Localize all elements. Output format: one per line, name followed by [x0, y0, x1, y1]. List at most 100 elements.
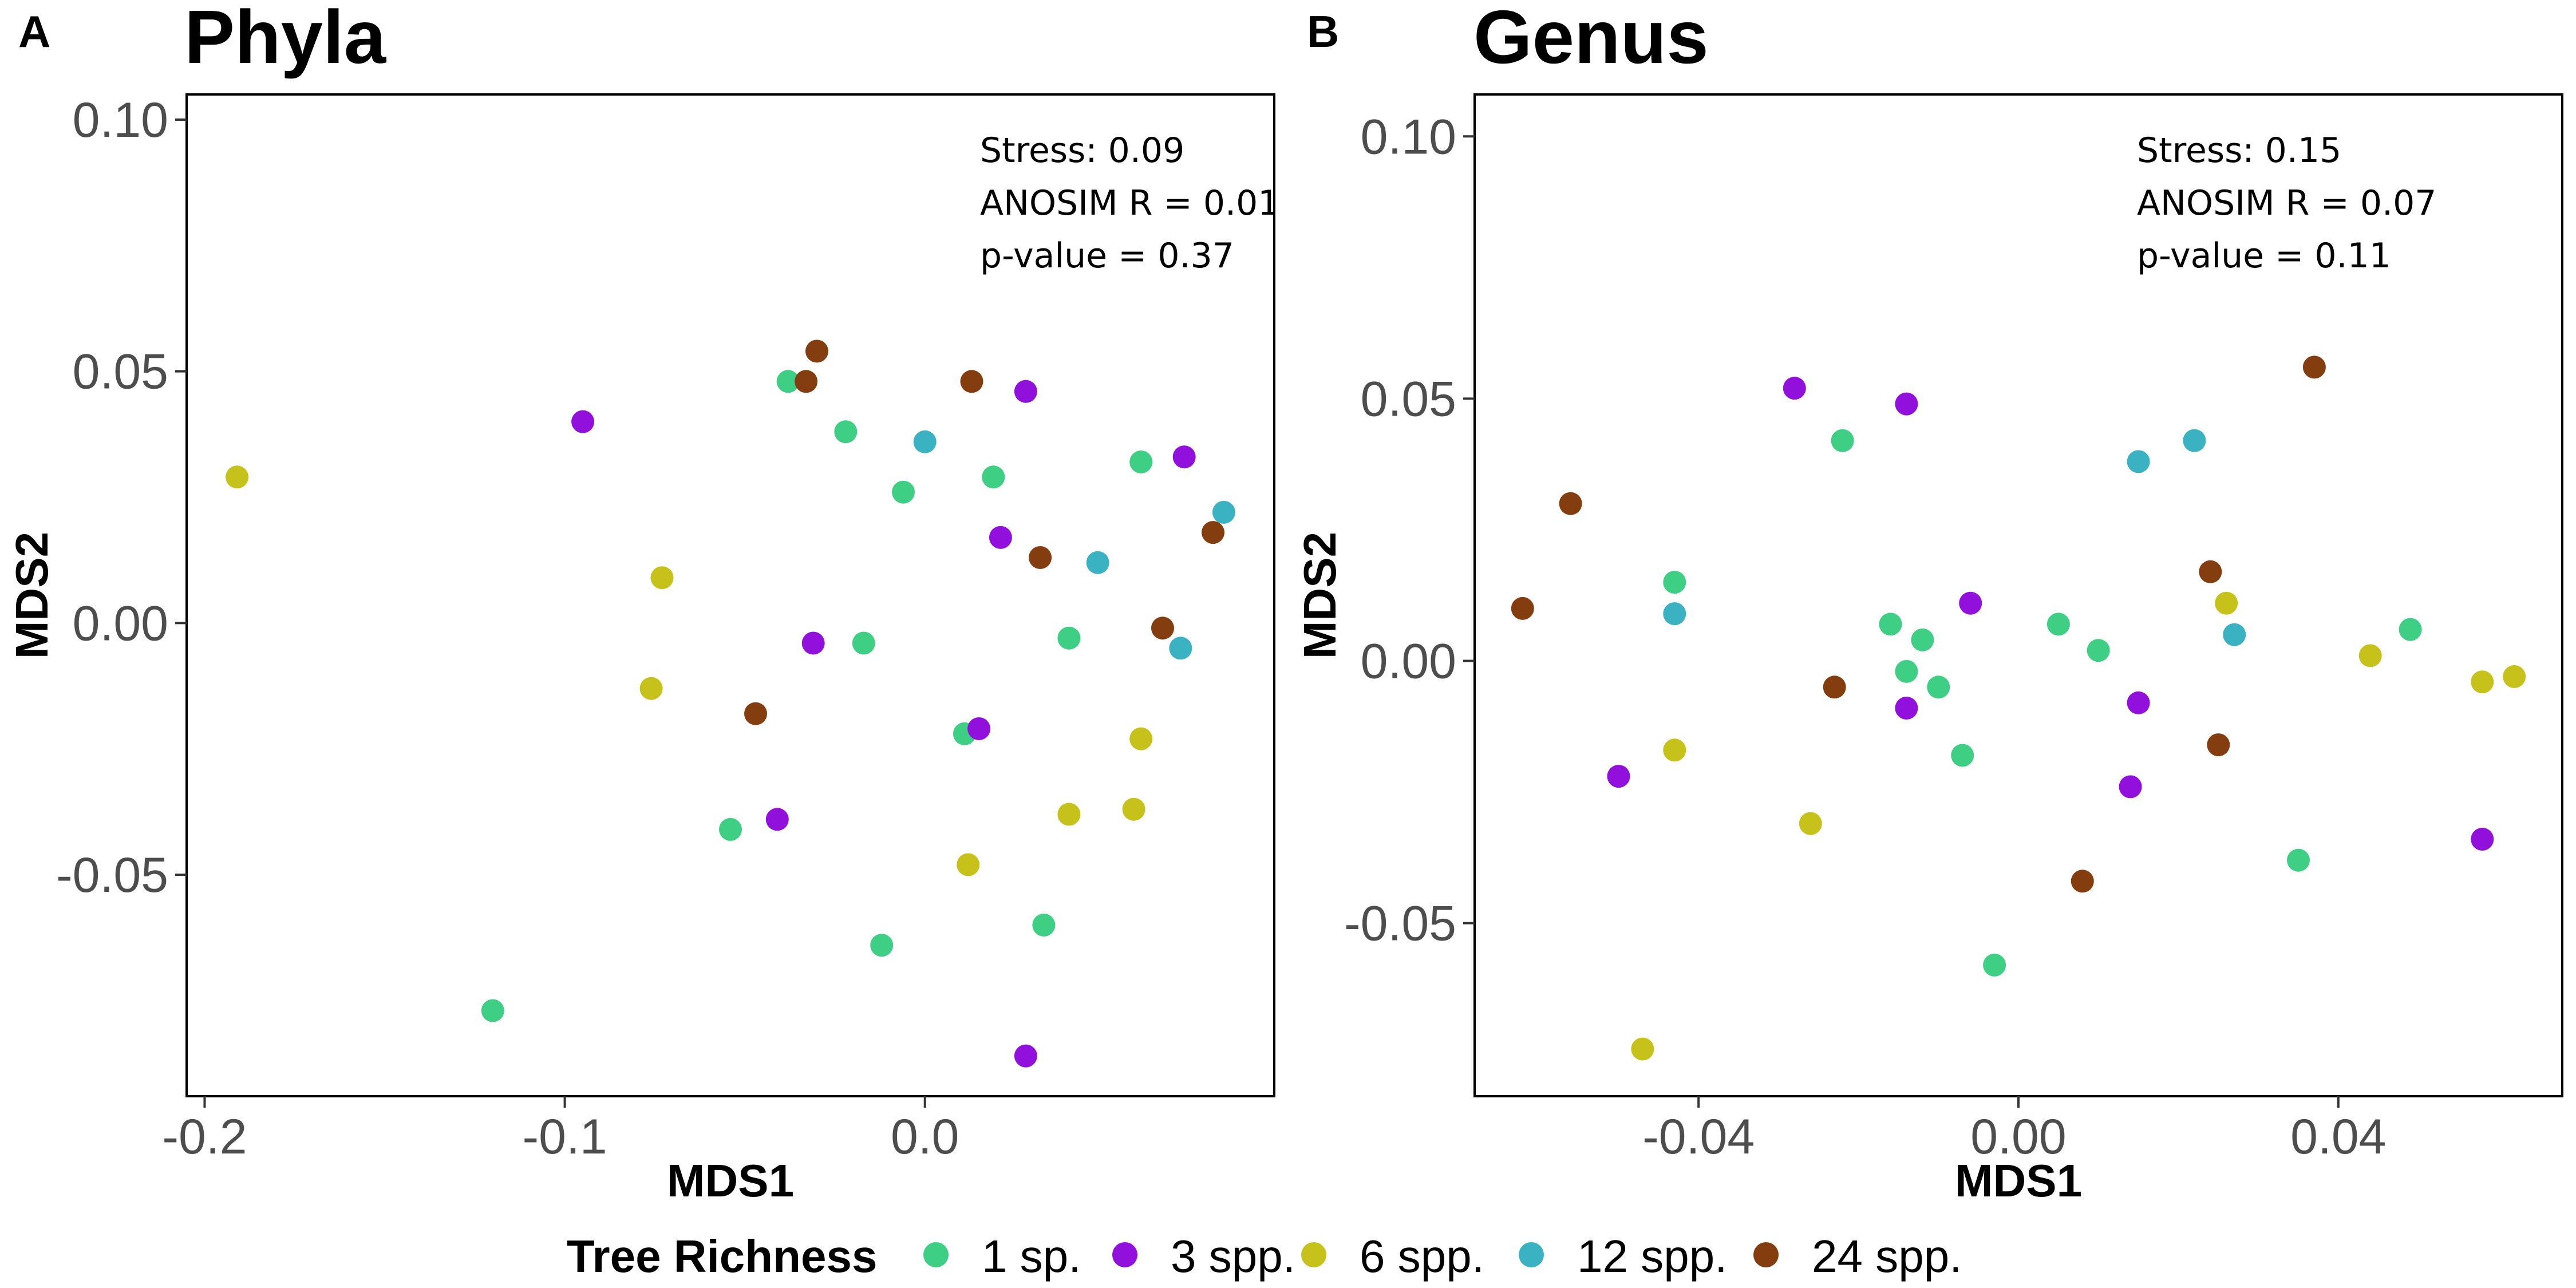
data-point — [795, 370, 818, 393]
points — [226, 339, 1235, 1068]
data-point — [1895, 392, 1918, 416]
data-point — [2087, 639, 2110, 662]
y-axis-title: MDS2 — [1294, 532, 1345, 659]
data-point — [1631, 1037, 1654, 1061]
x-axis-title: MDS1 — [1955, 1155, 2082, 1206]
x-tick-label: 0.00 — [1970, 1109, 2066, 1164]
data-point — [1212, 500, 1235, 524]
stat-line: ANOSIM R = 0.07 — [2137, 183, 2436, 223]
legend-label: 1 sp. — [982, 1231, 1081, 1282]
data-point — [892, 480, 915, 504]
plot-frame — [1473, 93, 2563, 1097]
data-point — [776, 370, 800, 393]
panel-title: Genus — [1473, 0, 1709, 79]
panel-letter: A — [18, 6, 50, 57]
data-point — [1607, 765, 1630, 788]
y-tick-label: 0.10 — [1361, 109, 1456, 164]
data-point — [765, 808, 789, 831]
data-point — [2471, 670, 2494, 694]
data-point — [1129, 451, 1153, 473]
data-point — [2287, 848, 2310, 872]
data-point — [571, 410, 595, 433]
y-tick-label: 0.05 — [73, 345, 168, 400]
stat-line: p-value = 0.11 — [2137, 236, 2391, 276]
data-point — [1511, 596, 1534, 620]
panel-letter: B — [1307, 6, 1339, 57]
data-point — [719, 817, 742, 841]
stat-line: Stress: 0.09 — [980, 131, 1184, 171]
legend-key — [1519, 1242, 1544, 1267]
legend-key — [1112, 1242, 1137, 1267]
stats-annotation: Stress: 0.09 ANOSIM R = 0.01 p-value = 0.3… — [980, 131, 1274, 276]
data-point — [989, 526, 1012, 549]
data-point — [2207, 733, 2230, 757]
panel-phyla: A Phyla -0.2 -0.1 0.0 0.10 0.05 0.00 -0.05 MDS1 MD… — [6, 0, 1275, 1206]
legend-item: 24 spp. — [1753, 1231, 1962, 1282]
data-point — [2223, 623, 2246, 646]
data-point — [1169, 637, 1192, 660]
data-point — [2358, 644, 2382, 667]
data-point — [1663, 738, 1686, 762]
data-point — [1895, 659, 1918, 683]
data-point — [2399, 618, 2422, 641]
data-point — [1202, 521, 1224, 544]
y-tick-label: -0.05 — [1344, 896, 1456, 951]
data-point — [2183, 429, 2206, 452]
y-tick-label: 0.05 — [1361, 372, 1456, 426]
data-point — [1559, 492, 1582, 515]
points — [1511, 355, 2526, 1061]
data-point — [1014, 380, 1037, 403]
legend-title: Tree Richness — [567, 1231, 878, 1282]
data-point — [1086, 551, 1109, 574]
legend-label: 12 spp. — [1577, 1231, 1727, 1282]
data-point — [960, 370, 983, 393]
x-tick-label: 0.04 — [2290, 1109, 2386, 1164]
data-point — [1951, 744, 1974, 767]
legend: Tree Richness 1 sp. 3 spp. 6 spp. 12 spp. 24 … — [567, 1231, 1962, 1282]
data-point — [913, 430, 937, 453]
data-point — [1799, 812, 1822, 835]
x-tick-label: -0.1 — [522, 1109, 607, 1164]
data-point — [744, 702, 767, 725]
legend-label: 3 spp. — [1171, 1231, 1295, 1282]
data-point — [2503, 665, 2526, 688]
x-tick-label: -0.2 — [162, 1109, 247, 1164]
data-point — [650, 566, 674, 590]
data-point — [1959, 591, 1982, 615]
data-point — [2199, 560, 2222, 583]
data-point — [1032, 914, 1056, 937]
stat-line: p-value = 0.37 — [980, 236, 1234, 276]
legend-label: 24 spp. — [1812, 1231, 1962, 1282]
data-point — [2071, 870, 2094, 893]
data-point — [226, 465, 249, 489]
legend-item: 12 spp. — [1519, 1231, 1727, 1282]
panel-title: Phyla — [184, 0, 387, 79]
x-tick-label: -0.04 — [1642, 1109, 1755, 1164]
data-point — [1927, 675, 1950, 699]
legend-key — [923, 1242, 949, 1267]
data-point — [1911, 628, 1934, 651]
data-point — [1129, 727, 1153, 750]
legend-item: 1 sp. — [923, 1231, 1081, 1282]
data-point — [1879, 613, 1902, 636]
data-point — [1663, 602, 1686, 626]
legend-key — [1301, 1242, 1326, 1267]
data-point — [1783, 377, 1806, 400]
data-point — [2471, 828, 2494, 851]
x-tick-label: 0.0 — [891, 1109, 959, 1164]
data-point — [2127, 691, 2150, 714]
data-point — [1014, 1044, 1037, 1068]
data-point — [1831, 429, 1854, 452]
data-point — [834, 420, 858, 444]
data-point — [982, 465, 1005, 489]
stat-line: Stress: 0.15 — [2137, 131, 2341, 171]
data-point — [957, 853, 980, 876]
data-point — [481, 999, 504, 1022]
stats-annotation: Stress: 0.15 ANOSIM R = 0.07 p-value = 0.1… — [2137, 131, 2436, 276]
plot-frame — [185, 93, 1275, 1097]
panel-genus: B Genus -0.04 0.00 0.04 0.10 0.05 0.00 -0.05 MDS1… — [1294, 0, 2563, 1206]
data-point — [1823, 675, 1846, 699]
y-tick-label: 0.00 — [73, 596, 168, 651]
data-point — [967, 717, 991, 740]
